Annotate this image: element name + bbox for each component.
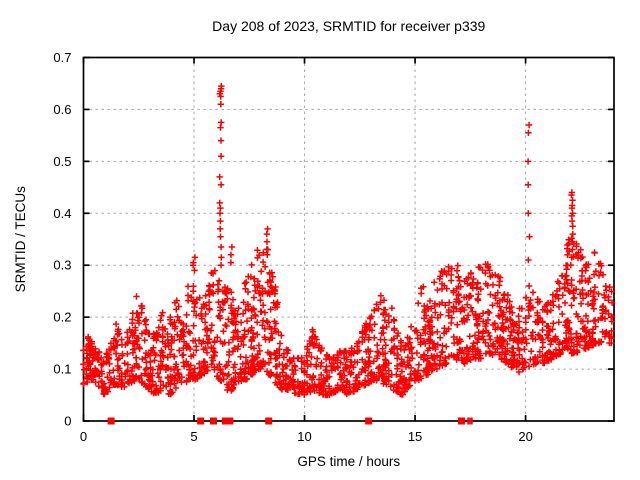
x-tick-label: 0 [80, 429, 87, 444]
event-marker-square [107, 417, 115, 425]
chart-title: Day 208 of 2023, SRMTID for receiver p33… [212, 18, 485, 34]
x-tick-label: 5 [190, 429, 197, 444]
gridlines [83, 57, 614, 421]
event-marker-square [209, 417, 217, 425]
scatter-points [80, 82, 616, 399]
x-axis-label: GPS time / hours [297, 454, 400, 469]
x-tick-label: 10 [297, 429, 311, 444]
plot-border [82, 56, 615, 422]
y-tick-label: 0.1 [53, 362, 71, 377]
event-marker-thin [470, 417, 473, 425]
event-marker-thin [467, 417, 470, 425]
y-tick-label: 0.2 [53, 310, 71, 325]
event-marker-square [265, 417, 273, 425]
event-marker-square [365, 417, 373, 425]
event-marker-square [221, 417, 229, 425]
x-tick-label: 15 [408, 429, 422, 444]
y-tick-label: 0.4 [53, 206, 71, 221]
event-marker-square [197, 417, 205, 425]
y-tick-label: 0.3 [53, 258, 71, 273]
event-marker-square [226, 417, 234, 425]
tick-labels: 0 5 10 15 20 0 0.1 0.2 0.3 0.4 0.5 0.6 0.7 [53, 50, 532, 444]
event-markers [107, 417, 473, 425]
y-tick-label: 0.5 [53, 154, 71, 169]
y-tick-label: 0.7 [53, 50, 71, 65]
y-tick-label: 0.6 [53, 102, 71, 117]
x-tick-label: 20 [518, 429, 532, 444]
y-axis-label: SRMTID / TECUs [13, 186, 28, 293]
y-tick-label: 0 [64, 414, 71, 429]
event-marker-square [457, 417, 465, 425]
